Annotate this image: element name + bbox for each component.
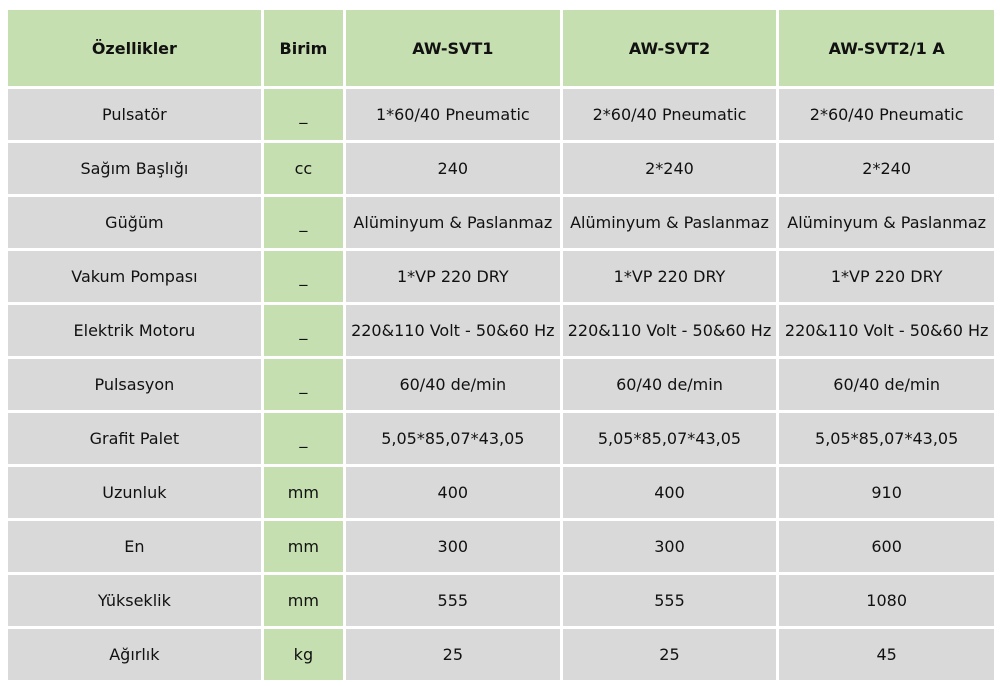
feature-cell: En bbox=[8, 521, 261, 572]
table-row: Pulsatör _ 1*60/40 Pneumatic 2*60/40 Pne… bbox=[8, 89, 994, 140]
unit-cell: mm bbox=[263, 575, 343, 626]
spec-table: Özellikler Birim AW-SVT1 AW-SVT2 AW-SVT2… bbox=[5, 7, 997, 683]
value-cell: 1080 bbox=[779, 575, 994, 626]
value-cell: 5,05*85,07*43,05 bbox=[779, 413, 994, 464]
value-cell: 1*VP 220 DRY bbox=[779, 251, 994, 302]
unit-cell: _ bbox=[263, 251, 343, 302]
header-features: Özellikler bbox=[8, 10, 261, 86]
table-row: Ağırlık kg 25 25 45 bbox=[8, 629, 994, 680]
value-cell: 45 bbox=[779, 629, 994, 680]
feature-cell: Pulsasyon bbox=[8, 359, 261, 410]
value-cell: Alüminyum & Paslanmaz bbox=[779, 197, 994, 248]
value-cell: 25 bbox=[562, 629, 777, 680]
unit-cell: _ bbox=[263, 89, 343, 140]
value-cell: 220&110 Volt - 50&60 Hz bbox=[562, 305, 777, 356]
value-cell: 1*VP 220 DRY bbox=[346, 251, 560, 302]
table-row: Elektrik Motoru _ 220&110 Volt - 50&60 H… bbox=[8, 305, 994, 356]
table-row: Grafit Palet _ 5,05*85,07*43,05 5,05*85,… bbox=[8, 413, 994, 464]
feature-cell: Vakum Pompası bbox=[8, 251, 261, 302]
value-cell: 1*60/40 Pneumatic bbox=[346, 89, 560, 140]
value-cell: 2*240 bbox=[779, 143, 994, 194]
value-cell: 300 bbox=[562, 521, 777, 572]
spec-table-container: Özellikler Birim AW-SVT1 AW-SVT2 AW-SVT2… bbox=[5, 7, 997, 683]
value-cell: 600 bbox=[779, 521, 994, 572]
value-cell: 5,05*85,07*43,05 bbox=[562, 413, 777, 464]
value-cell: 2*60/40 Pneumatic bbox=[779, 89, 994, 140]
value-cell: 25 bbox=[346, 629, 560, 680]
unit-cell: mm bbox=[263, 521, 343, 572]
value-cell: 555 bbox=[346, 575, 560, 626]
unit-cell: kg bbox=[263, 629, 343, 680]
unit-cell: mm bbox=[263, 467, 343, 518]
value-cell: 240 bbox=[346, 143, 560, 194]
value-cell: 400 bbox=[562, 467, 777, 518]
feature-cell: Elektrik Motoru bbox=[8, 305, 261, 356]
unit-cell: cc bbox=[263, 143, 343, 194]
header-model-svt1: AW-SVT1 bbox=[346, 10, 560, 86]
value-cell: 300 bbox=[346, 521, 560, 572]
value-cell: 60/40 de/min bbox=[346, 359, 560, 410]
value-cell: 60/40 de/min bbox=[562, 359, 777, 410]
feature-cell: Grafit Palet bbox=[8, 413, 261, 464]
value-cell: Alüminyum & Paslanmaz bbox=[346, 197, 560, 248]
feature-cell: Uzunluk bbox=[8, 467, 261, 518]
header-row: Özellikler Birim AW-SVT1 AW-SVT2 AW-SVT2… bbox=[8, 10, 994, 86]
value-cell: 220&110 Volt - 50&60 Hz bbox=[346, 305, 560, 356]
value-cell: 555 bbox=[562, 575, 777, 626]
table-row: Vakum Pompası _ 1*VP 220 DRY 1*VP 220 DR… bbox=[8, 251, 994, 302]
header-model-svt2-1a: AW-SVT2/1 A bbox=[779, 10, 994, 86]
feature-cell: Pulsatör bbox=[8, 89, 261, 140]
table-row: Uzunluk mm 400 400 910 bbox=[8, 467, 994, 518]
table-row: Pulsasyon _ 60/40 de/min 60/40 de/min 60… bbox=[8, 359, 994, 410]
unit-cell: _ bbox=[263, 197, 343, 248]
unit-cell: _ bbox=[263, 359, 343, 410]
table-row: Güğüm _ Alüminyum & Paslanmaz Alüminyum … bbox=[8, 197, 994, 248]
feature-cell: Sağım Başlığı bbox=[8, 143, 261, 194]
table-row: En mm 300 300 600 bbox=[8, 521, 994, 572]
value-cell: 2*60/40 Pneumatic bbox=[562, 89, 777, 140]
feature-cell: Ağırlık bbox=[8, 629, 261, 680]
value-cell: 60/40 de/min bbox=[779, 359, 994, 410]
value-cell: 1*VP 220 DRY bbox=[562, 251, 777, 302]
header-unit: Birim bbox=[263, 10, 343, 86]
value-cell: 400 bbox=[346, 467, 560, 518]
unit-cell: _ bbox=[263, 413, 343, 464]
feature-cell: Güğüm bbox=[8, 197, 261, 248]
value-cell: 220&110 Volt - 50&60 Hz bbox=[779, 305, 994, 356]
table-row: Sağım Başlığı cc 240 2*240 2*240 bbox=[8, 143, 994, 194]
value-cell: 910 bbox=[779, 467, 994, 518]
unit-cell: _ bbox=[263, 305, 343, 356]
table-row: Yükseklik mm 555 555 1080 bbox=[8, 575, 994, 626]
value-cell: 2*240 bbox=[562, 143, 777, 194]
value-cell: Alüminyum & Paslanmaz bbox=[562, 197, 777, 248]
feature-cell: Yükseklik bbox=[8, 575, 261, 626]
value-cell: 5,05*85,07*43,05 bbox=[346, 413, 560, 464]
header-model-svt2: AW-SVT2 bbox=[562, 10, 777, 86]
